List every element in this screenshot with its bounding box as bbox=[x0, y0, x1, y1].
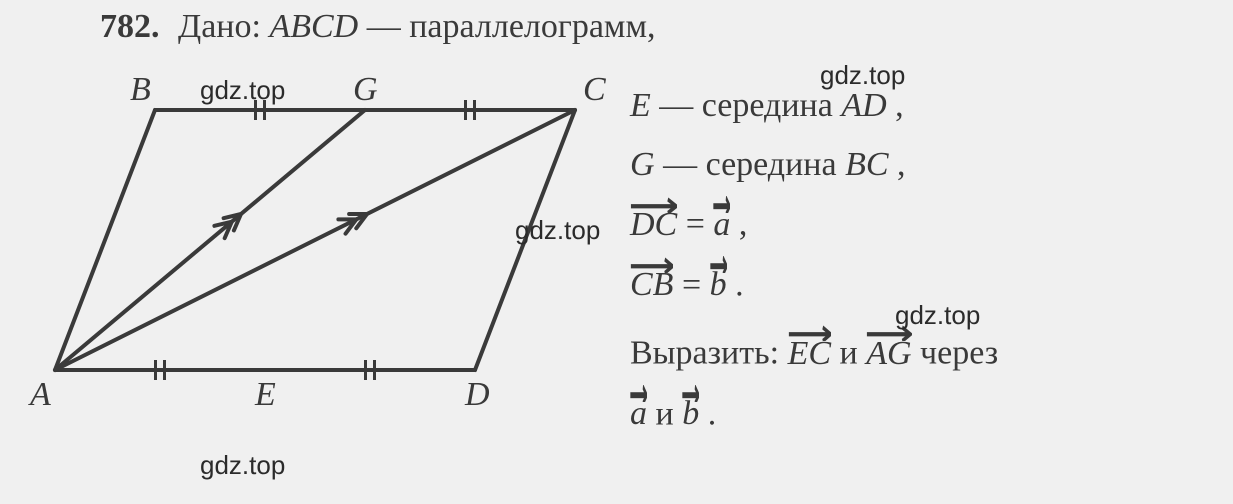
conditions-block: E — середина AD , G — середина BC , DC =… bbox=[630, 80, 998, 447]
figure-type: — параллелограмм, bbox=[367, 8, 656, 45]
vector-b-2-label: b bbox=[682, 395, 699, 432]
cond-g-mid-bc: G — середина BC , bbox=[630, 139, 998, 192]
segment-bc: BC bbox=[845, 146, 888, 183]
vector-ec: EC bbox=[788, 326, 831, 380]
svg-text:D: D bbox=[464, 376, 490, 410]
express-word: Выразить: bbox=[630, 335, 788, 372]
task-line-1: Выразить: EC и AG через bbox=[630, 326, 998, 380]
watermark: gdz.top bbox=[200, 450, 285, 481]
given-prefix: Дано: bbox=[178, 8, 261, 45]
vector-cb: CB bbox=[630, 258, 673, 312]
problem-number: 782. bbox=[100, 8, 160, 45]
watermark: gdz.top bbox=[200, 75, 285, 106]
svg-text:G: G bbox=[353, 71, 378, 108]
equals-2: = bbox=[682, 266, 710, 303]
vector-ec-label: EC bbox=[788, 335, 831, 372]
svg-text:E: E bbox=[254, 376, 276, 410]
comma-2: , bbox=[897, 146, 906, 183]
and-1: и bbox=[840, 335, 867, 372]
vector-a-label: a bbox=[713, 206, 730, 243]
vector-a-2: a bbox=[630, 387, 647, 441]
vector-b-2: b bbox=[682, 387, 699, 441]
comma-1: , bbox=[895, 87, 904, 124]
and-2: и bbox=[656, 395, 683, 432]
vector-b-label: b bbox=[710, 266, 727, 303]
vector-dc: DC bbox=[630, 197, 677, 251]
through-word: через bbox=[920, 335, 998, 372]
word-seredina-2: — середина bbox=[663, 146, 845, 183]
dot-2: . bbox=[708, 395, 717, 432]
letter-g: G bbox=[630, 146, 655, 183]
task-line-2: a и b . bbox=[630, 387, 998, 441]
vector-a-2-label: a bbox=[630, 395, 647, 432]
segment-ad: AD bbox=[841, 87, 886, 124]
vector-ag: AG bbox=[866, 326, 911, 380]
svg-text:A: A bbox=[28, 376, 51, 410]
watermark: gdz.top bbox=[820, 60, 905, 91]
cond-e-mid-ad: E — середина AD , bbox=[630, 80, 998, 133]
vector-b: b bbox=[710, 258, 727, 312]
problem-statement: 782. Дано: ABCD — параллелограмм, bbox=[100, 8, 655, 46]
figure-name: ABCD bbox=[269, 8, 358, 45]
vector-ag-label: AG bbox=[866, 335, 911, 372]
dot-1: . bbox=[735, 266, 744, 303]
word-seredina-1: — середина bbox=[659, 87, 841, 124]
comma-3: , bbox=[739, 206, 748, 243]
watermark: gdz.top bbox=[895, 300, 980, 331]
vector-cb-label: CB bbox=[630, 266, 673, 303]
equals-1: = bbox=[686, 206, 714, 243]
svg-text:B: B bbox=[130, 71, 151, 108]
watermark: gdz.top bbox=[515, 215, 600, 246]
vector-dc-label: DC bbox=[630, 206, 677, 243]
svg-text:C: C bbox=[583, 71, 606, 108]
letter-e: E bbox=[630, 87, 651, 124]
cond-dc-eq-a: DC = a , bbox=[630, 197, 998, 251]
vector-a: a bbox=[713, 197, 730, 251]
